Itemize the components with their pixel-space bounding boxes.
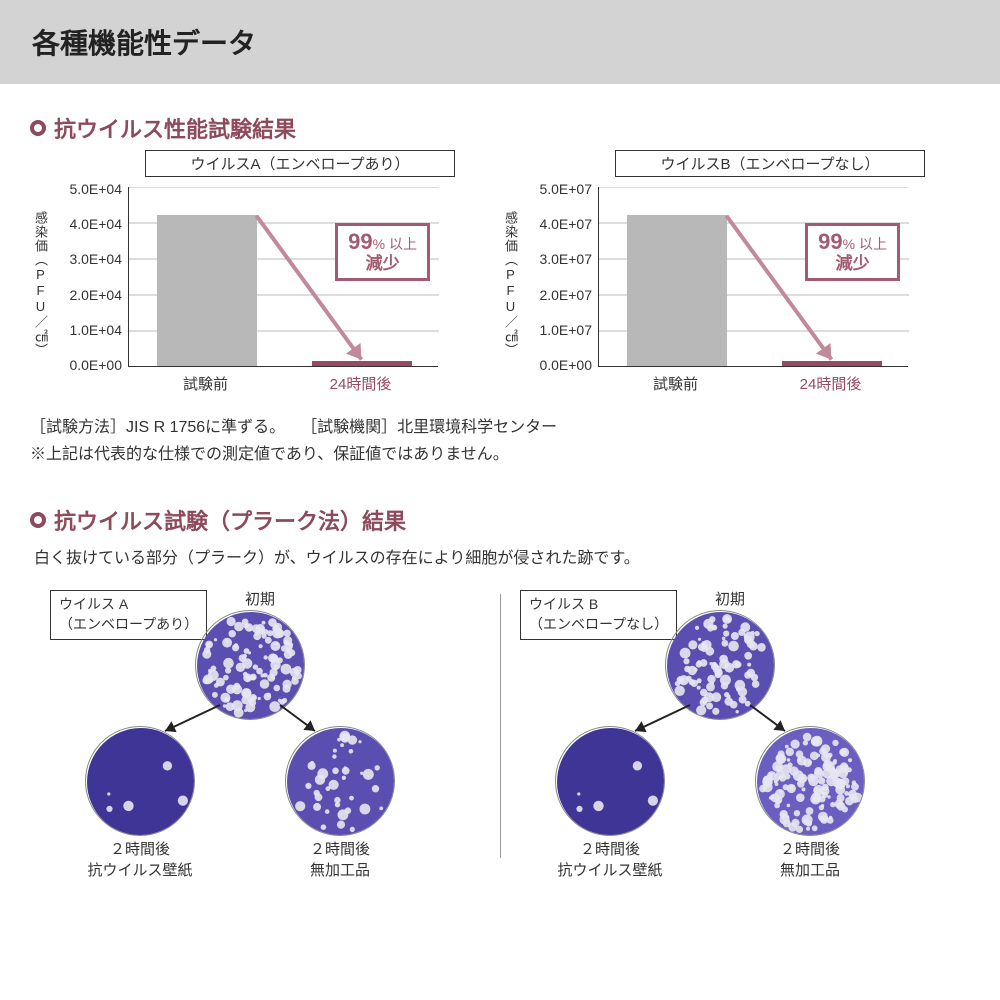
petri-dish	[755, 726, 865, 836]
plot-area: 99% 以上減少	[128, 187, 438, 367]
bar	[627, 215, 727, 366]
bar	[157, 215, 257, 366]
section1-title: 抗ウイルス性能試験結果	[30, 112, 970, 144]
petri-grid: 初期２時間後抗ウイルス壁紙２時間後無加工品	[520, 586, 950, 866]
petri-label-left: ２時間後抗ウイルス壁紙	[65, 838, 215, 880]
plaque-block: ウイルス B（エンベロープなし）初期２時間後抗ウイルス壁紙２時間後無加工品	[500, 586, 970, 866]
chart-caption: ウイルスB（エンベロープなし）	[615, 150, 925, 177]
petri-label-top: 初期	[230, 588, 290, 609]
petri-dish	[85, 726, 195, 836]
plaque-block: ウイルス A（エンベロープあり）初期２時間後抗ウイルス壁紙２時間後無加工品	[30, 586, 500, 866]
petri-label-left: ２時間後抗ウイルス壁紙	[535, 838, 685, 880]
section2-title: 抗ウイルス試験（プラーク法）結果	[30, 504, 970, 536]
petri-grid: 初期２時間後抗ウイルス壁紙２時間後無加工品	[50, 586, 480, 866]
bar	[782, 361, 882, 366]
plot-area: 99% 以上減少	[598, 187, 908, 367]
y-axis-title: 感染価（PFU／㎠）	[30, 181, 50, 373]
x-labels: 試験前24時間後	[598, 373, 908, 394]
section1-title-text: 抗ウイルス性能試験結果	[54, 112, 296, 144]
section1-notes: ［試験方法］JIS R 1756に準ずる。 ［試験機関］北里環境科学センター ※…	[30, 414, 970, 468]
reduction-callout: 99% 以上減少	[805, 223, 900, 281]
charts-row: ウイルスA（エンベロープあり）感染価（PFU／㎠）5.0E+044.0E+043…	[30, 150, 970, 394]
y-tick-labels: 5.0E+074.0E+073.0E+072.0E+071.0E+070.0E+…	[520, 181, 598, 373]
x-labels: 試験前24時間後	[128, 373, 438, 394]
bar	[312, 361, 412, 366]
page-title: 各種機能性データ	[32, 28, 256, 59]
note-line: ［試験方法］JIS R 1756に準ずる。 ［試験機関］北里環境科学センター	[30, 414, 970, 441]
content: 抗ウイルス性能試験結果 ウイルスA（エンベロープあり）感染価（PFU／㎠）5.0…	[0, 84, 1000, 876]
section2-title-text: 抗ウイルス試験（プラーク法）結果	[54, 504, 406, 536]
petri-label-right: ２時間後無加工品	[735, 838, 885, 880]
plaque-row: ウイルス A（エンベロープあり）初期２時間後抗ウイルス壁紙２時間後無加工品ウイル…	[30, 586, 970, 866]
bullet-ring-icon	[30, 512, 46, 528]
petri-dish	[555, 726, 665, 836]
y-tick-labels: 5.0E+044.0E+043.0E+042.0E+041.0E+040.0E+…	[50, 181, 128, 373]
chart-block: ウイルスA（エンベロープあり） 感染価（PFU／㎠）5.0E+044.0E+043…	[30, 150, 470, 394]
section2-desc: 白く抜けている部分（プラーク）が、ウイルスの存在により細胞が侵された跡です。	[34, 544, 970, 568]
chart-caption: ウイルスA（エンベロープあり）	[145, 150, 455, 177]
petri-label-right: ２時間後無加工品	[265, 838, 415, 880]
chart-area: 感染価（PFU／㎠）5.0E+044.0E+043.0E+042.0E+041.…	[30, 181, 470, 373]
petri-label-top: 初期	[700, 588, 760, 609]
reduction-callout: 99% 以上減少	[335, 223, 430, 281]
y-axis-title: 感染価（PFU／㎠）	[500, 181, 520, 373]
petri-dish	[285, 726, 395, 836]
bullet-ring-icon	[30, 120, 46, 136]
chart-area: 感染価（PFU／㎠）5.0E+074.0E+073.0E+072.0E+071.…	[500, 181, 940, 373]
page-header: 各種機能性データ	[0, 0, 1000, 84]
chart-block: ウイルスB（エンベロープなし） 感染価（PFU／㎠）5.0E+074.0E+073…	[500, 150, 940, 394]
note-line: ※上記は代表的な仕様での測定値であり、保証値ではありません。	[30, 441, 970, 468]
